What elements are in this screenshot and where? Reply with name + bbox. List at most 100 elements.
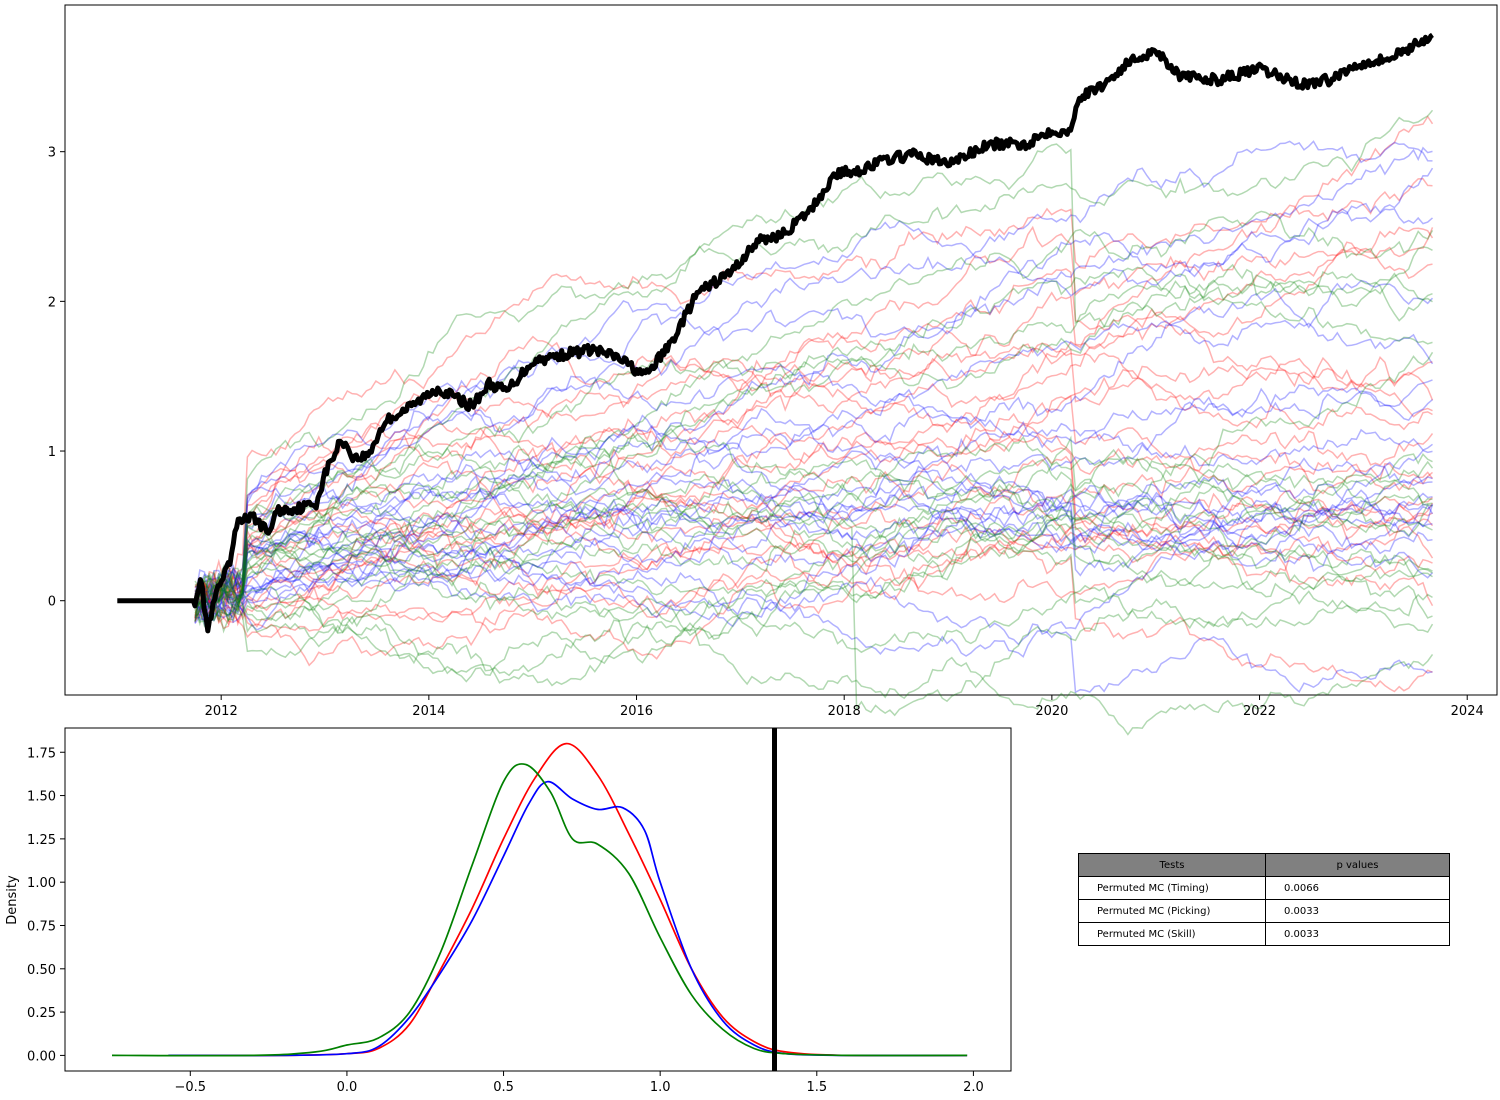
y-tick-label: 3 [48, 146, 56, 161]
x-tick-label: 2016 [620, 704, 653, 719]
table-header-row: Tests p values [1078, 853, 1450, 877]
simulated-path-skill [194, 435, 1434, 603]
table-cell-test: Permuted MC (Timing) [1078, 876, 1266, 900]
simulated-path-skill [194, 510, 1434, 736]
x-tick-label: 2020 [1035, 704, 1068, 719]
simulated-path-skill [194, 448, 1433, 627]
table-cell-test: Permuted MC (Picking) [1078, 899, 1266, 923]
y-tick-label: 1.75 [27, 746, 56, 761]
simulated-path-skill [194, 503, 1433, 717]
simulated-path-picking [194, 167, 1434, 613]
table-cell-pvalue: 0.0033 [1265, 922, 1450, 946]
y-tick-label: 1.25 [27, 833, 56, 848]
x-tick-label: 1.0 [650, 1080, 671, 1095]
simulated-path-timing [194, 495, 1434, 604]
simulated-path-picking [194, 208, 1433, 621]
simulated-path-timing [194, 178, 1433, 597]
table-cell-pvalue: 0.0066 [1265, 876, 1450, 900]
table-row: Permuted MC (Timing) 0.0066 [1078, 876, 1450, 900]
table-header-pvalues: p values [1265, 853, 1450, 877]
table-row: Permuted MC (Picking) 0.0033 [1078, 899, 1450, 923]
x-tick-label: 2.0 [963, 1080, 984, 1095]
simulated-path-skill [194, 427, 1433, 604]
simulated-path-picking [194, 140, 1433, 608]
simulated-path-picking [194, 146, 1433, 601]
simulated-path-skill [194, 270, 1433, 592]
simulated-path-timing [194, 352, 1434, 614]
density-plot: −0.5 0.0 0.5 1.0 1.5 2.0 0.00 0.25 0.50 0.75 1.00… [5, 727, 1012, 1095]
simulated-path-timing [194, 495, 1434, 667]
y-tick-label: 0.75 [27, 919, 56, 934]
simulated-path-picking [194, 319, 1434, 619]
simulated-path-skill [194, 443, 1433, 607]
density-curves [111, 742, 968, 1057]
simulated-path-skill [194, 435, 1433, 648]
simulated-path-timing [194, 536, 1433, 693]
y-tick-label: 0 [48, 595, 56, 610]
simulated-path-timing [194, 268, 1433, 609]
simulated-path-skill [194, 246, 1433, 622]
top-series-lines [116, 32, 1434, 634]
simulated-path-picking [194, 485, 1434, 631]
density-curve-skill [111, 763, 968, 1057]
simulated-path-timing [194, 395, 1434, 624]
simulated-path-timing [194, 115, 1434, 605]
simulated-path-timing [194, 424, 1433, 628]
simulated-path-skill [194, 507, 1433, 687]
simulated-path-skill [194, 473, 1433, 610]
x-tick-label: 0.0 [337, 1080, 358, 1095]
simulated-path-picking [194, 379, 1433, 624]
simulated-path-picking [194, 279, 1434, 606]
simulated-path-skill [194, 263, 1433, 619]
bottom-y-ticks: 0.00 0.25 0.50 0.75 1.00 1.25 1.50 1.75 [27, 746, 65, 1064]
simulated-path-timing [194, 335, 1434, 618]
top-x-ticks: 2012 2014 2016 2018 2020 2022 2024 [205, 695, 1484, 719]
x-tick-label: 2022 [1243, 704, 1276, 719]
x-tick-label: 1.5 [806, 1080, 827, 1095]
x-tick-label: 2014 [412, 704, 445, 719]
simulated-path-timing [194, 451, 1433, 616]
pvalue-table: Tests p values Permuted MC (Timing) 0.00… [1078, 853, 1450, 946]
simulated-path-timing [194, 455, 1434, 614]
simulated-path-timing [194, 246, 1433, 606]
y-tick-label: 1.50 [27, 790, 56, 805]
top-plot-frame [64, 4, 1498, 696]
simulated-path-timing [194, 356, 1433, 604]
simulated-path-picking [194, 390, 1433, 604]
simulated-path-timing [194, 225, 1434, 604]
cumulative-returns-plot: 2012 2014 2016 2018 2020 2022 2024 0 1 2 3 [48, 4, 1498, 736]
simulated-path-picking [194, 518, 1433, 694]
x-tick-label: −0.5 [175, 1080, 207, 1095]
simulated-path-picking [194, 472, 1433, 606]
simulated-path-timing [194, 347, 1433, 620]
y-tick-label: 0.50 [27, 963, 56, 978]
y-tick-label: 0.25 [27, 1006, 56, 1021]
simulated-path-picking [194, 475, 1433, 658]
table-cell-test: Permuted MC (Skill) [1078, 922, 1266, 946]
table-cell-pvalue: 0.0033 [1265, 899, 1450, 923]
top-y-ticks: 0 1 2 3 [48, 146, 65, 610]
simulated-path-picking [194, 469, 1433, 620]
simulated-path-skill [194, 210, 1434, 618]
simulated-path-picking [194, 476, 1434, 628]
simulated-path-timing [194, 526, 1433, 660]
simulated-path-skill [194, 109, 1434, 607]
simulated-path-skill [194, 546, 1434, 677]
simulated-path-timing [194, 502, 1434, 623]
density-axis-label: Density [5, 875, 20, 925]
x-tick-label: 2012 [205, 704, 238, 719]
simulated-path-timing [194, 227, 1434, 605]
table-header-tests: Tests [1078, 853, 1266, 877]
y-tick-label: 1 [48, 445, 56, 460]
x-tick-label: 0.5 [493, 1080, 514, 1095]
simulated-path-picking [194, 520, 1433, 619]
simulated-path-picking [194, 423, 1433, 621]
simulated-path-picking [194, 492, 1433, 618]
simulated-path-skill [194, 458, 1433, 623]
simulated-path-skill [194, 525, 1433, 654]
density-curve-timing [168, 742, 968, 1057]
simulated-path-picking [194, 457, 1433, 602]
y-tick-label: 1.00 [27, 876, 56, 891]
y-tick-label: 0.00 [27, 1049, 56, 1064]
